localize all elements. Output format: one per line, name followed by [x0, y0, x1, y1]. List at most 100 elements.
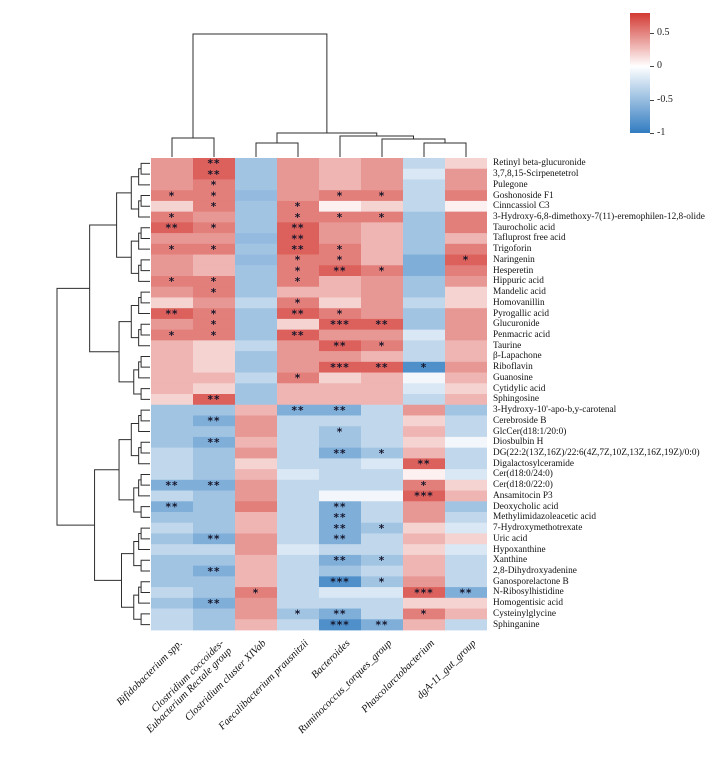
heatmap-cell [319, 318, 361, 331]
heatmap-cell [319, 565, 361, 577]
significance-marker: * [295, 609, 302, 621]
heatmap-cell [361, 318, 403, 331]
heatmap-cell [445, 608, 487, 620]
heatmap-cell [361, 533, 403, 545]
row-label: Xanthine [493, 555, 528, 566]
significance-marker: ** [460, 587, 473, 599]
heatmap-cell [193, 318, 235, 331]
heatmap-cell [151, 619, 193, 631]
significance-marker: * [379, 555, 386, 567]
heatmap-cell [403, 597, 445, 609]
significance-marker: ** [166, 480, 179, 492]
heatmap-cell [151, 361, 193, 373]
row-label: Diosbulbin H [493, 437, 544, 448]
heatmap-cell [403, 447, 445, 459]
dendrogram-branch [130, 305, 139, 339]
significance-marker: * [379, 448, 386, 460]
heatmap-cells [151, 158, 487, 631]
row-label: Cer(d18:0/22:0) [493, 480, 553, 491]
significance-marker: ** [208, 158, 221, 170]
heatmap-cell [319, 200, 361, 213]
significance-marker: * [379, 341, 386, 353]
significance-marker: *** [414, 491, 433, 503]
heatmap-cell [445, 243, 487, 255]
heatmap-cell [361, 297, 403, 309]
significance-marker: * [379, 265, 386, 277]
significance-marker: *** [414, 587, 433, 599]
heatmap-cell [361, 168, 403, 180]
significance-marker: ** [334, 523, 347, 535]
heatmap-cell [361, 372, 403, 384]
heatmap-cell [403, 329, 445, 341]
row-label: Trigoforin [493, 244, 532, 255]
heatmap-cell [319, 383, 361, 395]
heatmap-cell [151, 179, 193, 191]
heatmap-cell [277, 522, 319, 534]
dendrogram-branch [138, 232, 150, 250]
heatmap-cell [361, 587, 403, 599]
dendrogram-branch [138, 447, 150, 465]
heatmap-cell [361, 340, 403, 352]
dendrogram-branch [140, 409, 150, 422]
row-label: Retinyl beta-glucuronide [493, 158, 586, 169]
heatmap-cell [235, 168, 277, 180]
significance-marker: ** [376, 619, 389, 631]
heatmap-cell [193, 512, 235, 524]
heatmap-cell [445, 372, 487, 384]
significance-marker: * [295, 212, 302, 224]
heatmap-cell [319, 501, 361, 513]
heatmap-cell [403, 361, 445, 373]
heatmap-cell [319, 522, 361, 534]
significance-marker: ** [208, 437, 221, 449]
heatmap-cell [403, 544, 445, 556]
heatmap-cell [403, 286, 445, 298]
dendrogram-branch [140, 441, 150, 454]
heatmap-cell [445, 447, 487, 459]
heatmap-cell [235, 286, 277, 298]
heatmap-cell [193, 383, 235, 395]
row-label: Cytidylic acid [493, 383, 546, 394]
heatmap-cell [235, 512, 277, 524]
heatmap-cell [193, 533, 235, 545]
dendrogram-branch [140, 291, 150, 304]
heatmap-cell [445, 394, 487, 406]
heatmap-cell [193, 587, 235, 599]
heatmap-cell [151, 565, 193, 577]
heatmap-cell [151, 200, 193, 213]
row-label: Hypoxanthine [493, 544, 546, 555]
heatmap-cell [235, 351, 277, 363]
heatmap-cell [361, 608, 403, 620]
row-label: 3-Hydroxy-10'-apo-b,y-carotenal [493, 405, 617, 416]
significance-marker: ** [334, 512, 347, 524]
heatmap-cell [403, 168, 445, 180]
heatmap-cell [277, 501, 319, 513]
heatmap-cell [277, 211, 319, 223]
heatmap-cell [235, 200, 277, 213]
heatmap-cell [361, 394, 403, 406]
dendrogram-branch [130, 176, 139, 210]
heatmap-cell [151, 276, 193, 288]
heatmap-cell [277, 265, 319, 277]
heatmap-cell [403, 436, 445, 449]
heatmap-cell [445, 254, 487, 266]
heatmap-cell [319, 479, 361, 491]
significance-marker: * [337, 308, 344, 320]
heatmap-cell [319, 447, 361, 459]
heatmap-cell [361, 308, 403, 320]
heatmap-cell [235, 576, 277, 588]
significance-marker: * [337, 244, 344, 256]
heatmap-cell [361, 179, 403, 191]
heatmap-cell [193, 415, 235, 427]
heatmap-cell [319, 533, 361, 545]
significance-marker: * [295, 276, 302, 288]
heatmap-cell [151, 544, 193, 556]
heatmap-cell [277, 158, 319, 170]
significance-marker: ** [292, 223, 305, 235]
heatmap-cell [361, 619, 403, 631]
heatmap-cell [277, 479, 319, 491]
heatmap-cell [235, 533, 277, 545]
heatmap-cell [235, 254, 277, 266]
significance-marker: ** [334, 501, 347, 513]
heatmap-cell [277, 512, 319, 524]
